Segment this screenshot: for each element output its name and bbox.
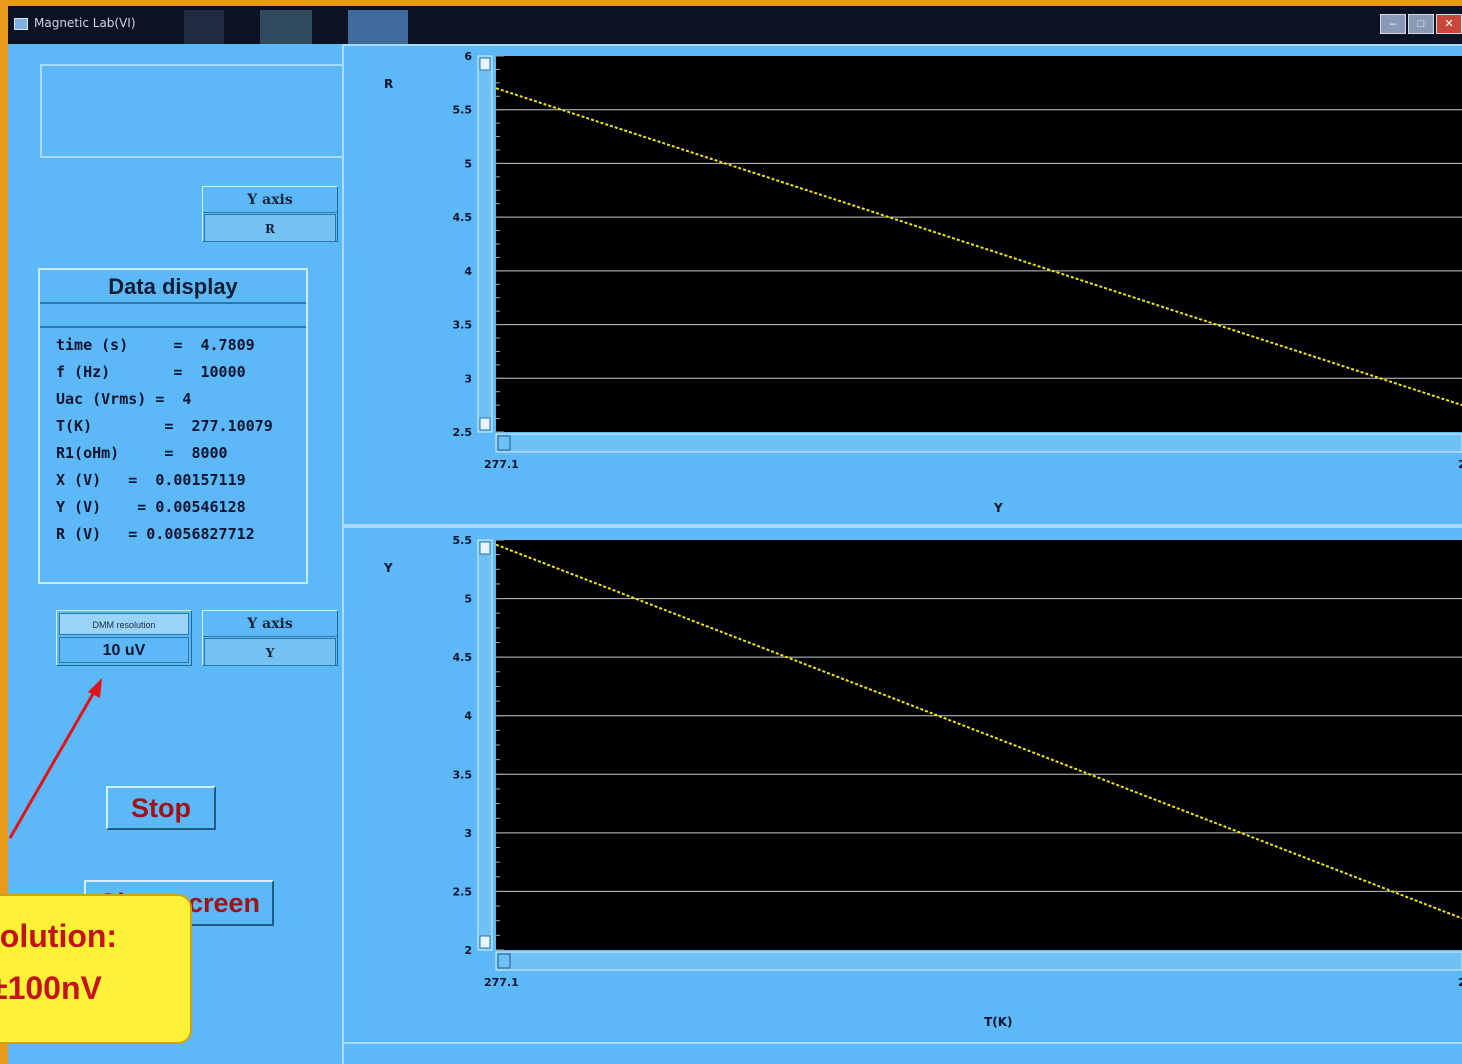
x-tick-label-end: 27 (1458, 458, 1462, 471)
y-tick-label: 4 (464, 265, 472, 278)
resolution-callout: solution: ±100nV (0, 894, 192, 1044)
plot-area (496, 540, 1462, 950)
window-titlebar: Magnetic Lab(VI) – □ ✕ (8, 6, 1462, 44)
data-display-title: Data display (40, 270, 306, 304)
y-scroll-down-icon[interactable] (479, 417, 491, 431)
y-tick-label: 5 (464, 157, 472, 170)
y-tick-label: 4 (464, 710, 472, 723)
window-controls: – □ ✕ (1376, 14, 1462, 34)
y-tick-label: 3 (464, 372, 472, 385)
y-tick-label: 2 (464, 944, 472, 957)
taskbar-thumb (348, 10, 408, 44)
x-tick-label-end: 27 (1458, 976, 1462, 989)
x-scroll-left-icon[interactable] (497, 435, 511, 451)
yaxis-selector-bottom[interactable]: Y axis Y (202, 610, 338, 666)
chart-bottom: 5.5 5 4.5 4 3.5 3 2.5 2 Y T(K) 277.1 27 (344, 526, 1462, 1044)
data-series-line (495, 543, 1462, 920)
chart-top-svg: 6 5.5 5 4.5 4 3.5 3 2.5 R Y 277.1 27 (384, 50, 1462, 515)
window-title: Magnetic Lab(VI) (34, 16, 136, 30)
yaxis-selector-value[interactable]: Y (204, 638, 336, 666)
y-tick-label: 5.5 (453, 534, 473, 547)
app-icon (14, 18, 28, 30)
callout-line-2: ±100nV (0, 970, 102, 1006)
data-line-time: time (s) = 4.7809 (56, 336, 255, 354)
y-scroll-up-icon[interactable] (479, 57, 491, 71)
data-line-r: R (V) = 0.0056827712 (56, 525, 255, 543)
data-display-panel: Data display time (s) = 4.7809 f (Hz) = … (38, 268, 308, 584)
callout-line-1: solution: (0, 918, 118, 954)
yaxis-selector-value[interactable]: R (204, 214, 336, 242)
annotation-arrow (8, 678, 102, 839)
yaxis-selector-label: Y axis (203, 611, 337, 637)
y-tick-label: 3.5 (453, 319, 473, 332)
y-tick-label: 4.5 (453, 651, 473, 664)
data-line-x: X (V) = 0.00157119 (56, 471, 246, 489)
y-axis-title: R (384, 77, 393, 91)
y-scroll-down-icon[interactable] (479, 935, 491, 949)
stop-button[interactable]: Stop (106, 786, 216, 830)
taskbar-thumb (260, 10, 312, 44)
window-client-area: Y axis R Data display time (s) = 4.7809 … (8, 44, 1462, 1064)
dmm-resolution-label: DMM resolution (59, 613, 189, 635)
x-axis-title: T(K) (984, 1015, 1012, 1029)
data-line-voltage: Uac (Vrms) = 4 (56, 390, 192, 408)
x-scrollbar[interactable] (495, 433, 1462, 453)
y-scrollbar[interactable] (477, 539, 493, 951)
x-tick-label-start: 277.1 (484, 976, 519, 989)
y-tick-label: 2.5 (453, 426, 473, 439)
y-tick-label: 3.5 (453, 768, 473, 781)
minimize-icon[interactable]: – (1380, 14, 1406, 34)
y-tick-label: 6 (464, 50, 472, 63)
taskbar-thumb (184, 10, 224, 44)
data-line-temperature: T(K) = 277.10079 (56, 417, 273, 435)
chart-top: 6 5.5 5 4.5 4 3.5 3 2.5 R Y 277.1 27 (344, 44, 1462, 526)
x-scroll-left-icon[interactable] (497, 953, 511, 969)
data-line-y: Y (V) = 0.00546128 (56, 498, 246, 516)
y-tick-label: 2.5 (453, 885, 473, 898)
data-line-frequency: f (Hz) = 10000 (56, 363, 246, 381)
chart-bottom-svg: 5.5 5 4.5 4 3.5 3 2.5 2 Y T(K) 277.1 27 (383, 534, 1462, 1029)
yaxis-selector-label: Y axis (203, 187, 337, 213)
panel-divider (342, 44, 344, 1064)
x-axis-title: Y (993, 501, 1003, 515)
y-axis-title: Y (383, 561, 393, 575)
status-panel (40, 64, 344, 158)
x-scrollbar[interactable] (495, 951, 1462, 971)
data-series-line (495, 87, 1462, 407)
yaxis-selector-top[interactable]: Y axis R (202, 186, 338, 242)
y-tick-label: 3 (464, 827, 472, 840)
y-tick-label: 5 (464, 593, 472, 606)
maximize-icon[interactable]: □ (1408, 14, 1434, 34)
data-line-resistance: R1(oHm) = 8000 (56, 444, 228, 462)
dmm-resolution-value[interactable]: 10 uV (59, 637, 189, 663)
y-tick-label: 4.5 (453, 211, 473, 224)
plot-area (496, 56, 1462, 432)
y-tick-label: 5.5 (453, 104, 473, 117)
y-scroll-up-icon[interactable] (479, 541, 491, 555)
x-tick-label-start: 277.1 (484, 458, 519, 471)
y-scrollbar[interactable] (477, 55, 493, 433)
data-display-header-bar (40, 306, 306, 328)
close-icon[interactable]: ✕ (1436, 14, 1462, 34)
dmm-resolution-selector[interactable]: DMM resolution 10 uV (56, 610, 192, 666)
